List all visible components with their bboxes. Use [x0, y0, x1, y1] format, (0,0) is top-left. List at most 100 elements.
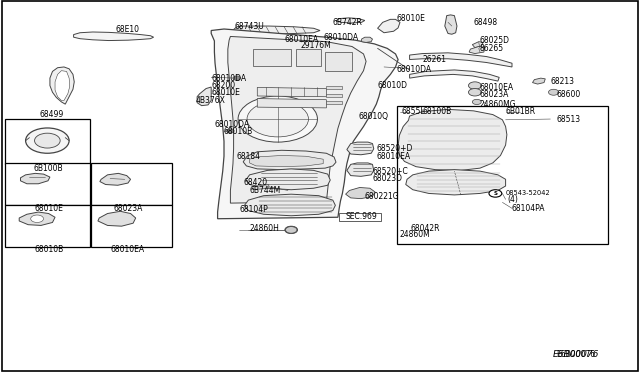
Polygon shape: [406, 170, 506, 195]
Text: 08543-52042: 08543-52042: [506, 190, 550, 196]
Circle shape: [238, 96, 317, 142]
Polygon shape: [246, 169, 330, 190]
Text: 68010EA: 68010EA: [285, 35, 319, 44]
Polygon shape: [257, 99, 326, 108]
Bar: [5, 119, 90, 164]
Circle shape: [285, 226, 298, 234]
Polygon shape: [410, 53, 512, 67]
Text: 68025D: 68025D: [480, 36, 510, 45]
Text: 26261: 26261: [422, 55, 447, 64]
Text: E6B00076: E6B00076: [553, 350, 599, 359]
Polygon shape: [250, 155, 323, 167]
Circle shape: [31, 215, 44, 222]
Polygon shape: [326, 101, 342, 104]
Text: S: S: [493, 191, 497, 196]
Text: 68200: 68200: [211, 81, 236, 90]
Text: 24860M: 24860M: [400, 230, 431, 239]
Text: 68743U: 68743U: [235, 22, 264, 31]
Text: 68010B: 68010B: [34, 245, 63, 254]
Bar: [5, 205, 90, 247]
Polygon shape: [55, 71, 70, 100]
Polygon shape: [469, 46, 485, 54]
Polygon shape: [408, 225, 421, 231]
Circle shape: [408, 231, 418, 237]
Circle shape: [285, 227, 297, 233]
Text: 68498: 68498: [474, 18, 498, 27]
Circle shape: [227, 129, 234, 133]
Polygon shape: [74, 32, 154, 41]
Circle shape: [247, 101, 308, 137]
Text: 68010EA: 68010EA: [111, 245, 145, 254]
Text: 24860H: 24860H: [250, 224, 280, 233]
Text: 68100B: 68100B: [422, 107, 452, 116]
Text: E6B00076: E6B00076: [556, 350, 596, 359]
Text: 68E10: 68E10: [116, 25, 140, 34]
Polygon shape: [362, 37, 372, 42]
Text: 68600: 68600: [557, 90, 581, 99]
Polygon shape: [19, 212, 55, 225]
Bar: [397, 106, 608, 244]
Bar: [91, 205, 172, 247]
Polygon shape: [228, 36, 366, 203]
Polygon shape: [244, 194, 335, 216]
Polygon shape: [378, 19, 400, 33]
Text: 24860MG: 24860MG: [480, 100, 516, 109]
Text: 68010DA: 68010DA: [323, 33, 358, 42]
Polygon shape: [326, 94, 342, 97]
Text: 68104PA: 68104PA: [512, 204, 545, 213]
Polygon shape: [20, 173, 50, 184]
Polygon shape: [445, 15, 457, 34]
Text: 68010E: 68010E: [211, 88, 240, 97]
Bar: [5, 163, 90, 205]
Text: 6B01BR: 6B01BR: [506, 107, 536, 116]
Polygon shape: [50, 67, 74, 104]
Circle shape: [548, 89, 559, 95]
Text: 6B742R: 6B742R: [333, 18, 363, 27]
Polygon shape: [347, 142, 374, 155]
Text: 68213: 68213: [550, 77, 575, 86]
Text: 68023A: 68023A: [480, 90, 509, 99]
Bar: [296, 49, 321, 66]
Circle shape: [233, 76, 241, 80]
Text: 68520+D: 68520+D: [376, 144, 413, 153]
Polygon shape: [253, 185, 269, 190]
Text: 68010B: 68010B: [224, 127, 253, 136]
Polygon shape: [243, 150, 336, 170]
Text: 68420: 68420: [243, 178, 268, 187]
Polygon shape: [211, 29, 398, 219]
Text: 68010Q: 68010Q: [358, 112, 388, 121]
Text: (4): (4): [507, 195, 518, 204]
Text: 86265: 86265: [480, 44, 504, 53]
Text: 68499: 68499: [40, 110, 64, 119]
Polygon shape: [232, 26, 320, 34]
Polygon shape: [347, 163, 374, 176]
Bar: [325, 52, 352, 71]
Text: 6B744M: 6B744M: [250, 186, 281, 195]
Text: 4B376X: 4B376X: [195, 96, 225, 105]
Polygon shape: [100, 173, 131, 185]
Text: 68520+C: 68520+C: [372, 167, 408, 176]
Text: 6B100B: 6B100B: [34, 164, 63, 173]
Bar: [339, 213, 381, 221]
Text: 68010EA: 68010EA: [480, 83, 514, 92]
Text: 68023A: 68023A: [113, 204, 143, 213]
Polygon shape: [197, 87, 211, 106]
Polygon shape: [326, 86, 342, 89]
Circle shape: [489, 190, 502, 197]
Text: 68010E: 68010E: [34, 204, 63, 213]
Polygon shape: [472, 42, 483, 48]
Polygon shape: [257, 87, 326, 97]
Text: 68010E: 68010E: [397, 14, 426, 23]
Text: 68010DA: 68010DA: [211, 74, 246, 83]
Bar: [91, 163, 172, 205]
Bar: [253, 49, 291, 66]
Circle shape: [468, 82, 481, 89]
Text: 68023D: 68023D: [372, 174, 403, 183]
Text: 68042R: 68042R: [411, 224, 440, 233]
Text: 68010DA: 68010DA: [214, 121, 250, 129]
Circle shape: [424, 232, 436, 238]
Text: 68184: 68184: [237, 153, 261, 161]
Polygon shape: [98, 211, 136, 226]
Circle shape: [468, 89, 481, 96]
Circle shape: [26, 128, 69, 153]
